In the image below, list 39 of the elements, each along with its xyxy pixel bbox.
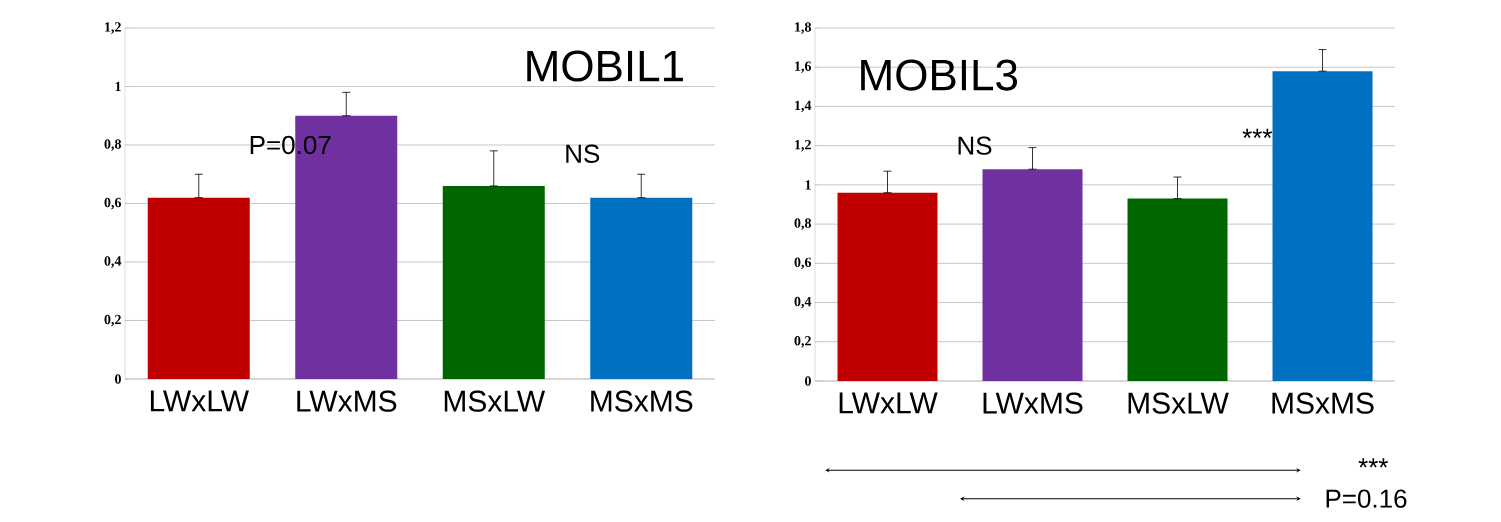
y-tick-label: 0,8 xyxy=(794,218,812,230)
y-tick-label: 0 xyxy=(805,376,811,386)
y-tick-label: 1,8 xyxy=(795,22,812,34)
bar xyxy=(1127,198,1228,381)
y-tick-label: 0,4 xyxy=(104,256,122,268)
chart-title: MOBIL1 xyxy=(527,50,683,82)
y-tick-label: 0,6 xyxy=(794,257,812,270)
annotation: NS xyxy=(958,136,992,155)
y-tick-label: 0 xyxy=(115,374,121,384)
bar xyxy=(147,197,250,379)
y-tick-label: 1 xyxy=(805,180,811,190)
y-tick-label: 0,2 xyxy=(794,336,811,348)
x-tick-label: MSxMS xyxy=(1272,392,1374,414)
text: *** xyxy=(1358,458,1389,468)
bar xyxy=(1272,71,1373,381)
bar xyxy=(982,169,1083,381)
x-tick-label: LWxMS xyxy=(983,392,1083,414)
x-tick-label: MSxMS xyxy=(591,390,693,412)
annotation: *** xyxy=(1242,128,1273,138)
y-tick-label: 1,4 xyxy=(795,100,812,113)
y-tick-label: 0,6 xyxy=(104,197,122,210)
text: P=0.16 xyxy=(1326,489,1407,508)
x-tick-label: LWxLW xyxy=(839,392,938,414)
x-tick-label: LWxLW xyxy=(150,390,249,412)
y-tick-label: 1,2 xyxy=(795,139,811,152)
y-tick-label: 1,2 xyxy=(105,22,121,34)
y-tick-label: 1,6 xyxy=(795,61,812,73)
y-tick-label: 1 xyxy=(115,81,121,92)
x-tick-label: MSxLW xyxy=(1128,392,1229,414)
y-tick-label: 0,4 xyxy=(794,296,812,309)
text: MOBIL3 xyxy=(861,59,1018,91)
y-tick-label: 0,2 xyxy=(104,314,121,327)
bar xyxy=(837,192,938,381)
annotation: NS xyxy=(566,144,600,163)
bar xyxy=(442,185,545,379)
x-tick-label: LWxMS xyxy=(297,390,397,412)
bar xyxy=(590,197,693,379)
x-tick-label: MSxLW xyxy=(444,390,546,412)
y-tick-label: 0,8 xyxy=(104,139,122,151)
